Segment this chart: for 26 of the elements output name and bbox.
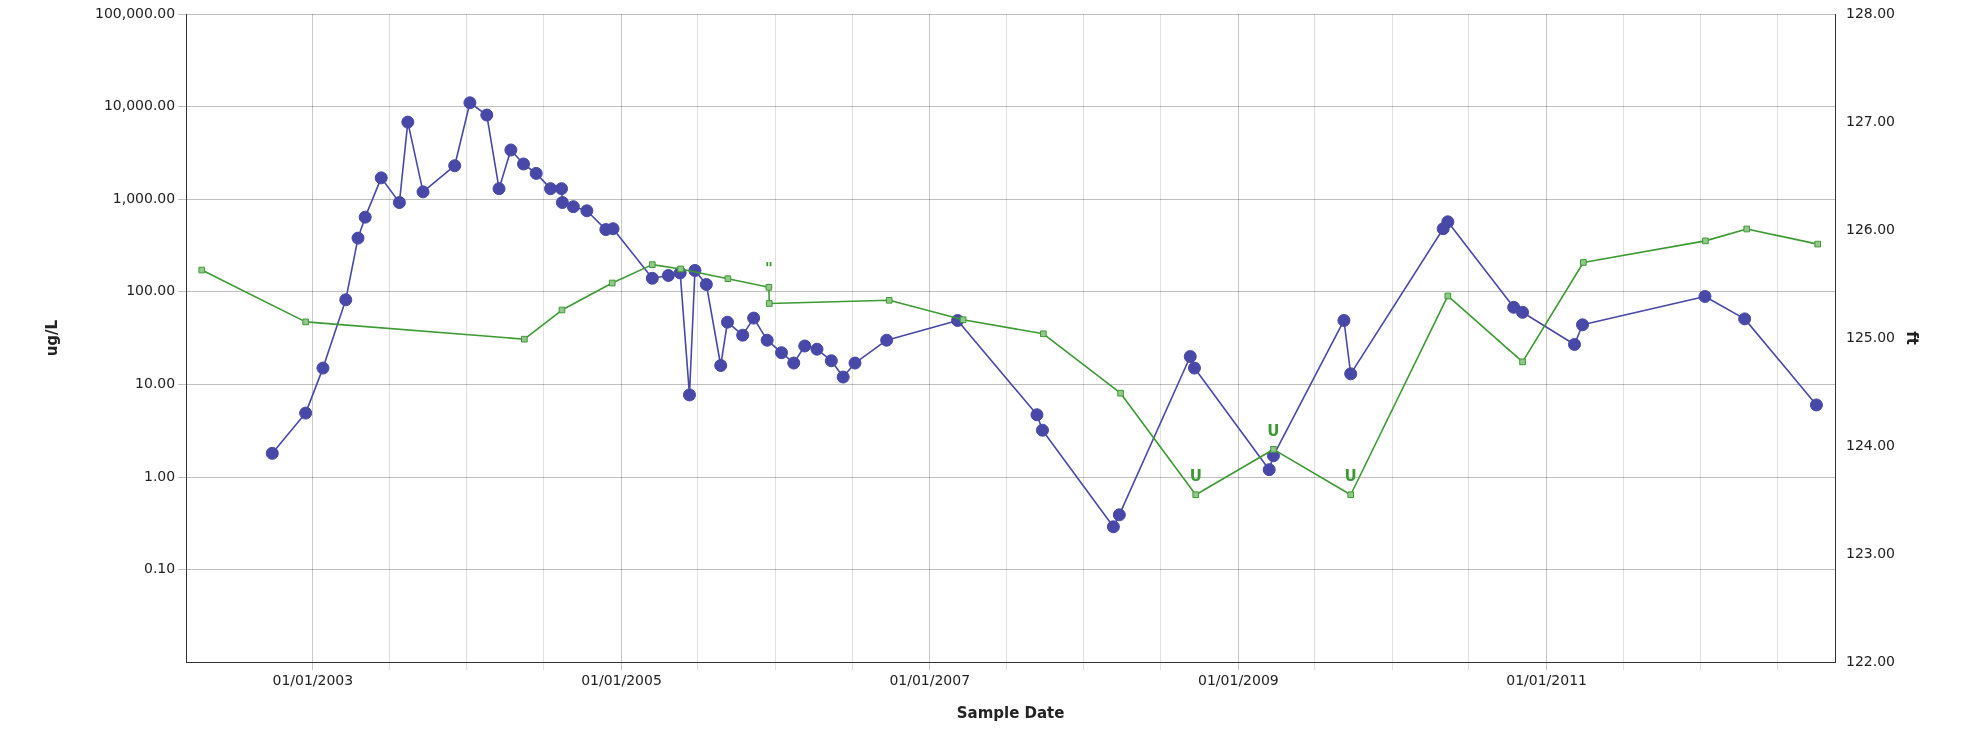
y2-axis-title: ft — [1903, 331, 1922, 345]
x-axis-title: Sample Date — [956, 703, 1065, 722]
y-tick-label: 1.00 — [143, 467, 176, 484]
y-tick-label: 10.00 — [135, 375, 176, 392]
data-label: U — [1189, 467, 1202, 486]
y-axis-title: ug/L — [42, 319, 61, 357]
data-label: U — [1344, 467, 1357, 486]
y-tick-label: 10,000.00 — [103, 97, 176, 114]
x-tick-label: 01/01/2003 — [272, 672, 354, 689]
y-tick-label: 0.10 — [143, 560, 176, 577]
y2-tick-label: 128.00 — [1846, 4, 1896, 21]
y2-tick-label: 124.00 — [1846, 436, 1896, 453]
y2-tick-label: 122.00 — [1846, 652, 1896, 669]
y-tick-label: 100.00 — [126, 282, 176, 299]
y-tick-label: 1,000.00 — [112, 189, 176, 206]
y2-tick-label: 127.00 — [1846, 112, 1896, 129]
y-tick-label: 100,000.00 — [94, 4, 176, 21]
y2-tick-label: 123.00 — [1846, 544, 1896, 561]
data-label: " — [764, 259, 773, 278]
y2-tick-label: 126.00 — [1846, 220, 1896, 237]
x-tick-label: 01/01/2009 — [1198, 672, 1279, 689]
y2-tick-label: 125.00 — [1846, 328, 1896, 345]
x-tick-label: 01/01/2007 — [889, 672, 971, 689]
x-tick-label: 01/01/2005 — [581, 672, 662, 689]
x-tick-label: 01/01/2011 — [1506, 672, 1587, 689]
data-label: U — [1267, 421, 1280, 440]
